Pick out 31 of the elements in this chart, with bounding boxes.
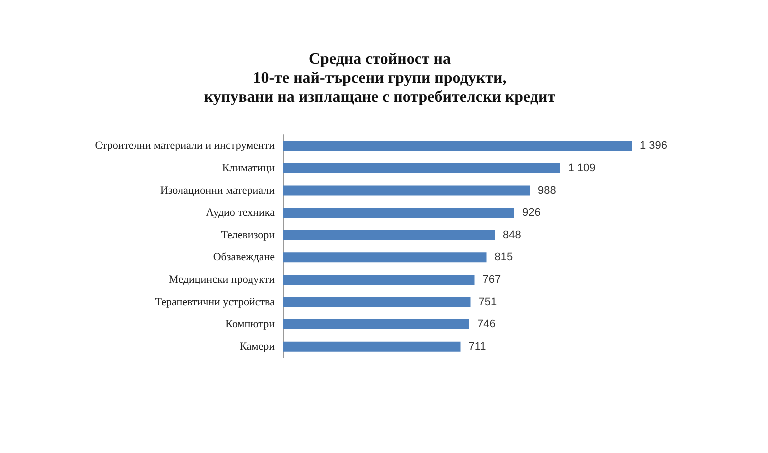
bar xyxy=(283,163,560,174)
data-label: 751 xyxy=(478,296,498,308)
chart-title: Средна стойност на 10-те най-търсени групи продукти, купувани на изплащане с потребителски кредит xyxy=(204,51,556,106)
data-label: 1 109 xyxy=(568,162,596,174)
y-tick-label: Компютри xyxy=(226,318,276,331)
bar xyxy=(283,186,530,196)
data-label: 848 xyxy=(503,229,522,242)
bar xyxy=(283,274,475,285)
bar xyxy=(283,342,461,352)
bar xyxy=(283,141,632,152)
bar xyxy=(283,297,471,308)
y-tick-label: Аудио техника xyxy=(206,207,276,220)
data-label: 746 xyxy=(478,318,496,331)
data-label: 926 xyxy=(522,207,541,220)
y-tick-label: Телевизори xyxy=(221,229,276,242)
data-label: 988 xyxy=(538,184,556,197)
y-tick-label: Климатици xyxy=(222,162,276,174)
bar xyxy=(283,320,470,330)
bar xyxy=(283,252,487,263)
y-tick-label: Обзавеждане xyxy=(213,252,276,264)
data-label: 1 396 xyxy=(640,140,668,152)
data-label: 711 xyxy=(468,340,486,353)
y-tick-label: Терапевтични устройства xyxy=(155,296,276,308)
y-tick-label: Изолационни материали xyxy=(160,184,276,197)
bar xyxy=(283,230,495,240)
y-tick-label: Камери xyxy=(240,340,276,353)
data-label: 815 xyxy=(494,252,514,264)
data-label: 767 xyxy=(482,274,502,286)
y-tick-label: Медицински продукти xyxy=(169,274,276,286)
y-tick-label: Строителни материали и инструменти xyxy=(95,140,276,152)
bar xyxy=(283,208,514,218)
